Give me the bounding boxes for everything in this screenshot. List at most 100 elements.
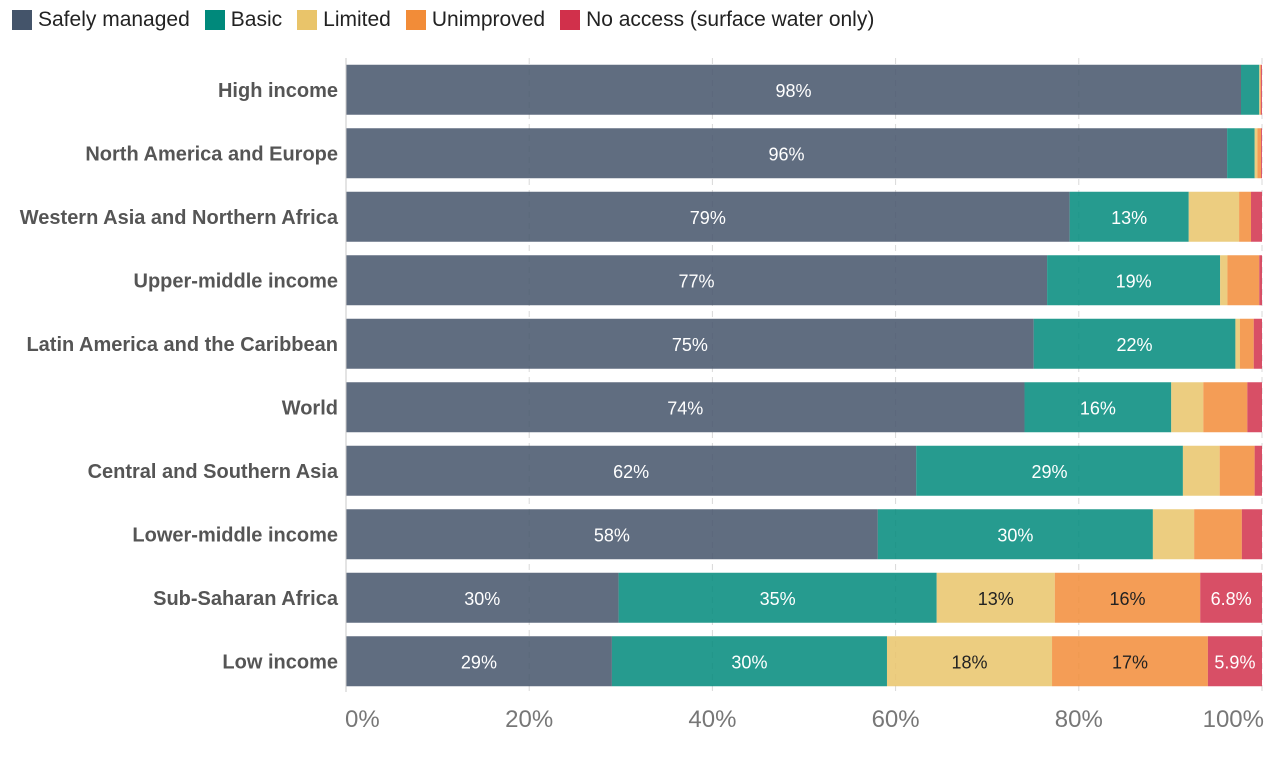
bar-segment xyxy=(346,318,1034,369)
bar-segment xyxy=(346,572,619,623)
legend-item-limited: Limited xyxy=(297,8,391,32)
legend-label-limited: Limited xyxy=(323,8,391,31)
data-label: 16% xyxy=(1080,398,1116,418)
category-label: World xyxy=(282,397,338,419)
category-label: Central and Southern Asia xyxy=(88,461,339,483)
category-label: Upper-middle income xyxy=(134,270,338,292)
bar-segment xyxy=(1254,128,1258,179)
bar-segment xyxy=(1227,255,1260,306)
legend-swatch-unimproved xyxy=(405,10,426,30)
bar-segment xyxy=(936,572,1055,623)
bar-segment xyxy=(346,636,612,687)
x-tick-label: 0% xyxy=(345,706,380,733)
bar-segment xyxy=(1219,445,1255,496)
data-label: 13% xyxy=(978,589,1014,609)
category-label: Lower-middle income xyxy=(132,524,338,546)
bar-segment xyxy=(346,445,917,496)
bar-segment xyxy=(1054,572,1201,623)
bar-segment xyxy=(1182,445,1220,496)
bar-segment xyxy=(1239,191,1252,242)
legend-swatch-basic xyxy=(204,10,225,30)
legend-label-unimproved: Unimproved xyxy=(431,8,546,31)
legend-item-unimproved: Unimproved xyxy=(405,8,546,32)
category-label: High income xyxy=(218,80,338,102)
bar-segment xyxy=(877,509,1153,560)
bar-segment xyxy=(1227,128,1255,179)
bar-segment xyxy=(1257,128,1262,179)
category-label: Latin America and the Caribbean xyxy=(26,334,338,356)
bar-segment xyxy=(346,128,1228,179)
legend-label-no-access: No access (surface water only) xyxy=(586,8,875,31)
bar-segment xyxy=(1069,191,1189,242)
bar-segment xyxy=(886,636,1053,687)
x-tick-label: 20% xyxy=(505,706,553,733)
bar-segment xyxy=(1200,572,1262,623)
bar-segment xyxy=(1024,382,1172,433)
data-label: 6.8% xyxy=(1211,589,1252,609)
bar-segment xyxy=(1033,318,1236,369)
bar-segment xyxy=(1152,509,1195,560)
bar-segment xyxy=(1254,445,1262,496)
bar-segment xyxy=(1047,255,1221,306)
data-label: 18% xyxy=(951,652,987,672)
bar-segment xyxy=(916,445,1183,496)
data-label: 17% xyxy=(1112,652,1148,672)
x-tick-label: 80% xyxy=(1055,706,1103,733)
bar-segment xyxy=(1220,255,1228,306)
bar-segment xyxy=(618,572,937,623)
data-label: 16% xyxy=(1109,589,1145,609)
legend-item-no-access: No access (surface water only) xyxy=(560,8,874,32)
x-tick-label: 60% xyxy=(872,706,920,733)
data-label: 75% xyxy=(672,335,708,355)
legend: Safely managed Basic Limited Unimproved … xyxy=(12,6,889,34)
legend-swatch-safely-managed xyxy=(12,10,32,30)
data-label: 29% xyxy=(461,652,497,672)
legend-label-basic: Basic xyxy=(230,8,283,31)
data-label: 98% xyxy=(775,81,811,101)
bar-segment xyxy=(1259,255,1262,306)
data-label: 29% xyxy=(1032,462,1068,482)
data-label: 19% xyxy=(1116,271,1152,291)
data-label: 22% xyxy=(1117,335,1153,355)
category-label: Low income xyxy=(222,651,338,673)
bar-segment xyxy=(1188,191,1240,242)
data-label: 13% xyxy=(1111,208,1147,228)
data-label: 35% xyxy=(760,589,796,609)
bar-segment xyxy=(1052,636,1208,687)
bar-segment xyxy=(1240,64,1260,115)
data-label: 62% xyxy=(613,462,649,482)
bar-segment xyxy=(1171,382,1204,433)
legend-item-basic: Basic xyxy=(204,8,283,32)
bar-segment xyxy=(1260,64,1262,115)
legend-swatch-no-access xyxy=(560,10,581,30)
data-label: 5.9% xyxy=(1214,652,1255,672)
legend-item-safely-managed: Safely managed xyxy=(12,8,190,32)
bar-segment xyxy=(1239,318,1254,369)
x-tick-label: 100% xyxy=(1203,706,1264,733)
category-label: Sub-Saharan Africa xyxy=(153,588,339,610)
bar-segment xyxy=(611,636,887,687)
data-label: 30% xyxy=(464,589,500,609)
bar-segment xyxy=(1259,64,1261,115)
legend-label-safely-managed: Safely managed xyxy=(38,8,190,31)
bar-segment xyxy=(1261,128,1262,179)
bar-segment xyxy=(346,64,1241,115)
bar-segment xyxy=(1235,318,1240,369)
data-label: 79% xyxy=(690,208,726,228)
legend-swatch-limited xyxy=(297,10,318,30)
bar-segment xyxy=(346,382,1025,433)
data-label: 30% xyxy=(997,525,1033,545)
category-label: Western Asia and Northern Africa xyxy=(20,207,339,229)
data-label: 58% xyxy=(594,525,630,545)
data-label: 30% xyxy=(731,652,767,672)
bar-segment xyxy=(1194,509,1242,560)
category-label: North America and Europe xyxy=(85,143,338,165)
data-label: 96% xyxy=(769,144,805,164)
bar-segment xyxy=(1261,64,1262,115)
bar-segment xyxy=(346,255,1048,306)
x-tick-label: 40% xyxy=(688,706,736,733)
data-label: 77% xyxy=(679,271,715,291)
bar-segment xyxy=(1241,509,1262,560)
bar-segment xyxy=(346,191,1070,242)
